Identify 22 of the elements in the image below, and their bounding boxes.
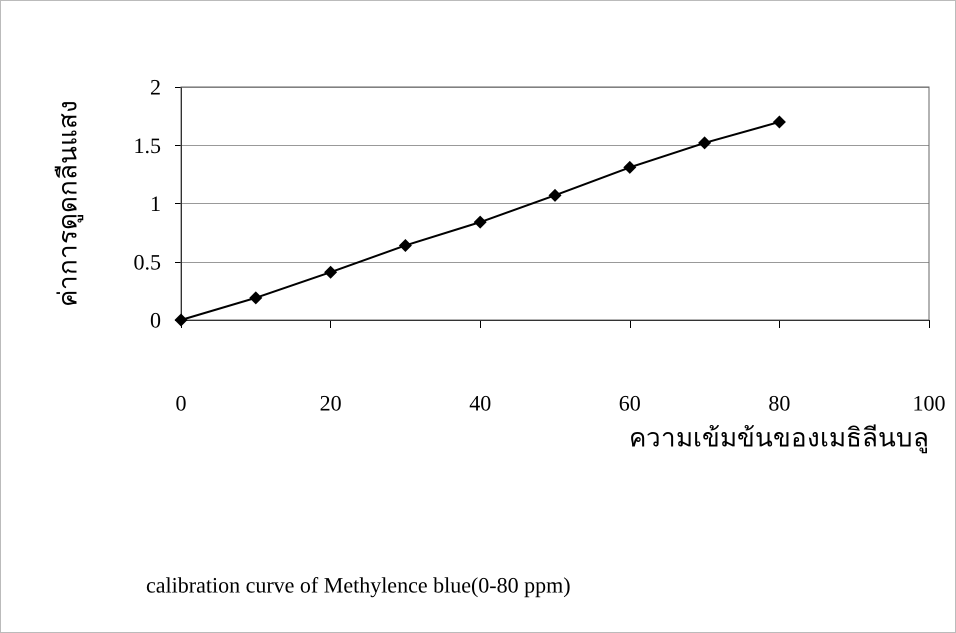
y-tick-label: 0.5 <box>134 249 161 274</box>
point <box>249 291 262 304</box>
y-axis-title: ค่าการดูดกลืนแสง <box>54 100 84 307</box>
x-tick-label: 0 <box>176 390 186 416</box>
point <box>772 115 786 128</box>
x-tick-label: 100 <box>912 390 946 416</box>
x-tick-label: 20 <box>320 390 342 416</box>
point <box>548 188 562 202</box>
y-tick-label: 1.5 <box>134 132 161 158</box>
point <box>474 216 487 229</box>
point <box>623 160 636 174</box>
x-axis-title: ความเข้มข้นของเมธิลีนบลู <box>629 424 929 454</box>
y-tick-label: 0 <box>150 308 161 332</box>
point <box>398 238 412 252</box>
point <box>324 266 338 279</box>
x-tick-label: 40 <box>469 390 492 416</box>
y-tick-label: 1 <box>150 191 161 216</box>
x-tick-label: 80 <box>768 390 790 416</box>
point <box>698 136 712 150</box>
x-tick-label: 60 <box>618 390 641 416</box>
y-tick-label: 2 <box>150 74 161 100</box>
text: calibration curve of Methylence blue(0-80 ppm) <box>146 572 571 598</box>
